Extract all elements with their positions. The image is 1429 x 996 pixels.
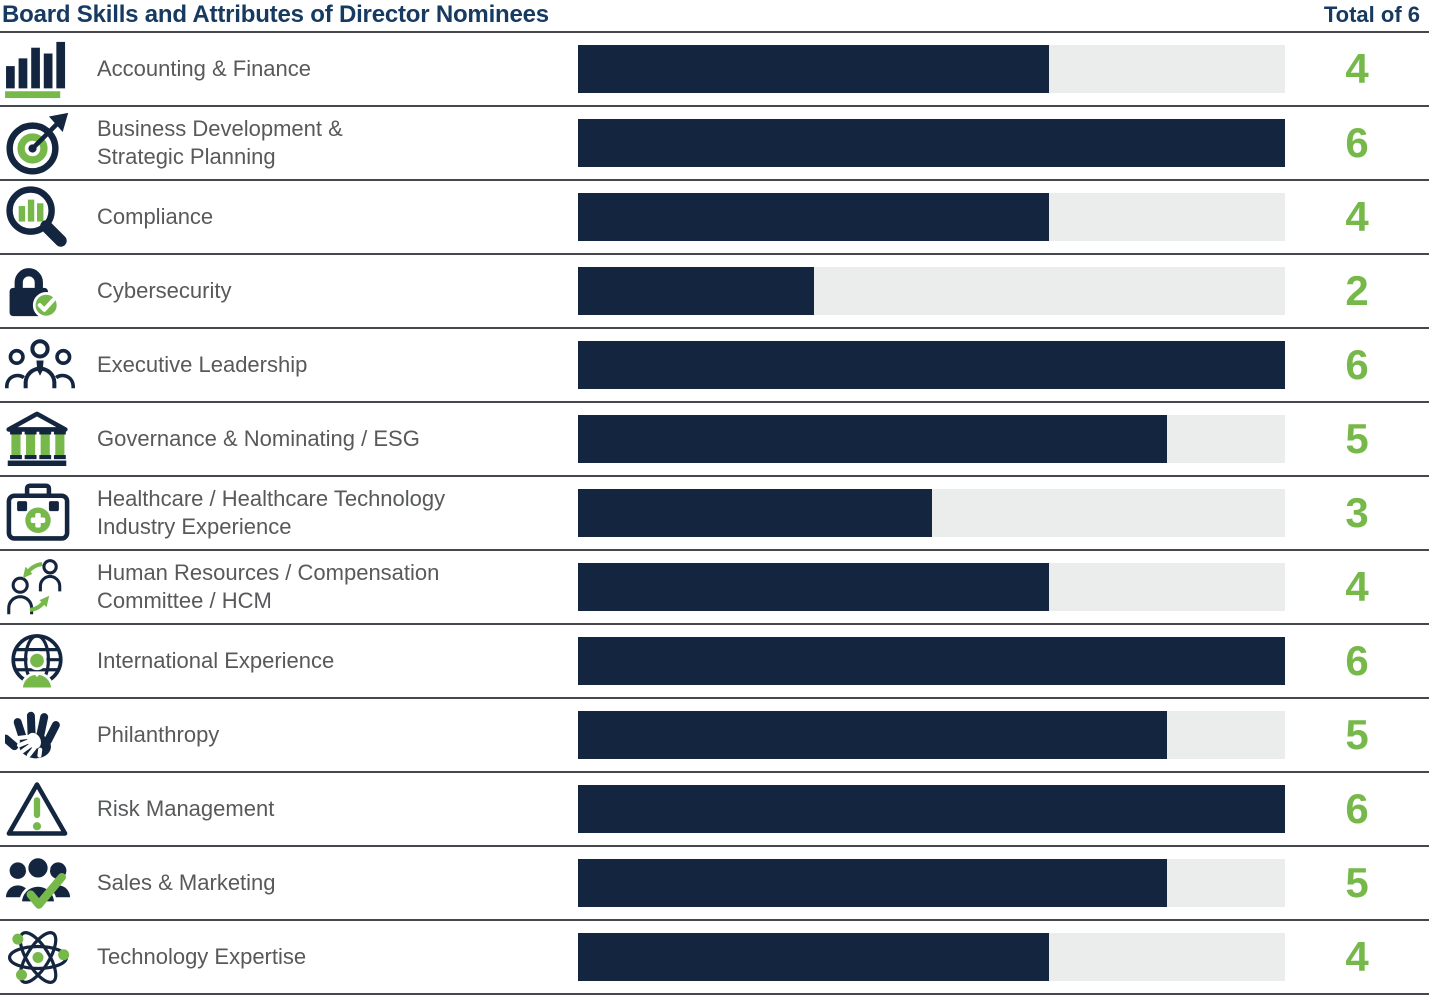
skill-row: Risk Management 6 [0, 773, 1429, 847]
skill-row: International Experience 6 [0, 625, 1429, 699]
skill-row: Human Resources / Compensation Committee … [0, 551, 1429, 625]
skill-bar-fill [578, 637, 1285, 685]
skill-bar-fill [578, 415, 1168, 463]
skill-bar-fill [578, 785, 1285, 833]
skill-label: Sales & Marketing [97, 870, 276, 895]
skill-bar-track [578, 45, 1285, 93]
skill-count: 2 [1345, 267, 1369, 314]
skill-row: Healthcare / Healthcare Technology Indust… [0, 477, 1429, 551]
skill-bar-fill [578, 267, 814, 315]
skill-bar-track [578, 859, 1285, 907]
skill-row: Technology Expertise 4 [0, 921, 1429, 995]
chart-header: Board Skills and Attributes of Director … [0, 0, 1429, 33]
magnifier-chart-icon [0, 185, 90, 249]
atom-icon [0, 929, 90, 986]
medical-bag-icon [0, 483, 90, 543]
skill-bar-track [578, 785, 1285, 833]
skill-count: 6 [1345, 637, 1369, 684]
skill-count: 6 [1345, 785, 1369, 832]
lock-check-icon [0, 263, 90, 320]
skill-label: Philanthropy [97, 722, 220, 747]
skill-bar-track [578, 637, 1285, 685]
skill-label: Risk Management [97, 796, 275, 821]
skill-bar-track [578, 193, 1285, 241]
skill-bar-track [578, 415, 1285, 463]
skill-bar-fill [578, 341, 1285, 389]
skill-count: 5 [1345, 415, 1369, 462]
skill-count: 6 [1345, 119, 1369, 166]
people-check-icon [0, 855, 90, 912]
skill-count: 4 [1345, 193, 1369, 240]
skill-row: Philanthropy 5 [0, 699, 1429, 773]
skill-count: 5 [1345, 859, 1369, 906]
skill-bar-track [578, 563, 1285, 611]
skill-count: 4 [1345, 563, 1369, 610]
skill-bar-track [578, 341, 1285, 389]
bank-building-icon [0, 411, 90, 468]
skill-bar-fill [578, 859, 1168, 907]
skill-label: Business Development & Strategic Planning [97, 116, 343, 169]
skill-count: 6 [1345, 341, 1369, 388]
skill-row: Governance & Nominating / ESG 5 [0, 403, 1429, 477]
skill-count: 4 [1345, 933, 1369, 980]
target-arrow-icon [0, 111, 90, 175]
skill-label: Healthcare / Healthcare Technology Indust… [97, 486, 446, 539]
page-title: Board Skills and Attributes of Director … [2, 1, 549, 28]
skill-label: Accounting & Finance [97, 56, 312, 81]
skill-count: 3 [1345, 489, 1369, 536]
helping-hand-icon [0, 707, 90, 764]
skill-bar-track [578, 119, 1285, 167]
skill-label: Executive Leadership [97, 352, 308, 377]
skill-row: Sales & Marketing 5 [0, 847, 1429, 921]
skill-row: Accounting & Finance 4 [0, 33, 1429, 107]
skill-bar-fill [578, 563, 1050, 611]
skill-row: Cybersecurity 2 [0, 255, 1429, 329]
skill-label: International Experience [97, 648, 335, 673]
skill-bar-track [578, 933, 1285, 981]
total-label: Total of 6 [1323, 2, 1420, 27]
skill-bar-track [578, 267, 1285, 315]
skill-bar-fill [578, 711, 1168, 759]
skill-bar-track [578, 711, 1285, 759]
skills-rows: Accounting & Finance 4 Business Developm… [0, 33, 1429, 995]
skill-row: Business Development & Strategic Planning… [0, 107, 1429, 181]
skill-label: Cybersecurity [97, 278, 232, 303]
skill-count: 4 [1345, 45, 1369, 92]
team-outline-icon [0, 339, 90, 391]
skill-bar-track [578, 489, 1285, 537]
skill-row: Compliance 4 [0, 181, 1429, 255]
people-swap-icon [0, 558, 90, 616]
skill-bar-fill [578, 45, 1050, 93]
globe-person-icon [0, 633, 90, 690]
skill-bar-fill [578, 193, 1050, 241]
skill-label: Governance & Nominating / ESG [97, 426, 420, 451]
bar-chart-icon [0, 39, 90, 99]
skill-bar-fill [578, 119, 1285, 167]
skill-label: Human Resources / Compensation Committee … [97, 560, 440, 613]
skill-bar-fill [578, 489, 932, 537]
skill-label: Compliance [97, 204, 214, 229]
skill-label: Technology Expertise [97, 944, 307, 969]
warning-triangle-icon [0, 780, 90, 838]
skill-row: Executive Leadership 6 [0, 329, 1429, 403]
skill-count: 5 [1345, 711, 1369, 758]
skill-bar-fill [578, 933, 1050, 981]
